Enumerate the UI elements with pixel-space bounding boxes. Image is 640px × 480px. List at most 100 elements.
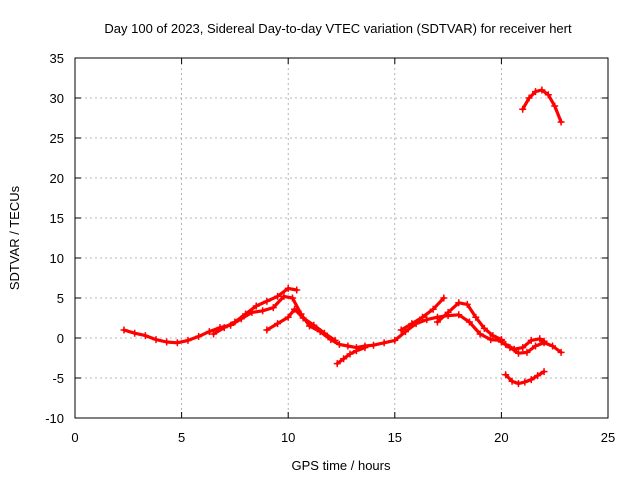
data-point — [173, 339, 181, 347]
data-point — [480, 324, 488, 332]
data-point — [419, 313, 427, 321]
data-point — [299, 314, 307, 322]
main-band-e-points — [397, 294, 448, 334]
data-point — [523, 348, 531, 356]
main-band-f-trace — [435, 301, 503, 342]
main-band-a-trace — [122, 294, 503, 350]
data-point — [231, 318, 239, 326]
data-point — [444, 308, 452, 316]
y-tick-label: -5 — [52, 371, 64, 386]
data-point — [210, 330, 218, 338]
data-series — [120, 86, 565, 388]
main-band-c-points — [263, 305, 339, 344]
data-point — [423, 316, 431, 324]
x-tick-label: 15 — [388, 430, 402, 445]
main-band-a-points — [120, 292, 505, 352]
data-point — [205, 328, 213, 336]
y-tick-label: 0 — [57, 331, 64, 346]
data-point — [538, 86, 546, 94]
data-point — [284, 313, 292, 321]
x-ticks: 0 5 10 15 20 25 — [71, 58, 615, 445]
data-point — [519, 105, 527, 113]
data-point — [195, 332, 203, 340]
y-tick-label: 20 — [50, 171, 64, 186]
data-point — [476, 330, 484, 338]
data-point — [274, 292, 282, 300]
data-point — [540, 337, 548, 345]
data-point — [259, 307, 267, 315]
data-point — [274, 320, 282, 328]
data-point — [291, 305, 299, 313]
main-band-b-points — [210, 284, 301, 338]
main-band-d-trace — [335, 346, 367, 366]
data-point — [472, 313, 480, 321]
data-point — [463, 300, 471, 308]
data-point — [152, 336, 160, 344]
data-point — [288, 294, 296, 302]
chart-title: Day 100 of 2023, Sidereal Day-to-day VTE… — [104, 21, 572, 36]
data-point — [514, 380, 522, 388]
data-point — [534, 372, 542, 380]
data-point — [525, 94, 533, 102]
tail-band-b-points — [502, 335, 548, 353]
data-point — [184, 336, 192, 344]
data-point — [557, 118, 565, 126]
x-tick-label: 0 — [71, 430, 78, 445]
data-point — [502, 371, 510, 379]
data-point — [220, 324, 228, 332]
data-point — [519, 344, 527, 352]
data-point — [120, 326, 128, 334]
data-point — [532, 88, 540, 96]
data-point — [527, 376, 535, 384]
y-tick-label: 35 — [50, 51, 64, 66]
data-point — [346, 350, 354, 358]
data-point — [263, 326, 271, 334]
data-point — [141, 332, 149, 340]
data-point — [408, 320, 416, 328]
y-tick-label: -10 — [45, 411, 64, 426]
plot-frame — [74, 57, 609, 419]
y-tick-label: 5 — [57, 291, 64, 306]
y-axis-label: SDTVAR / TECUs — [7, 185, 22, 290]
data-point — [335, 340, 343, 348]
data-point — [544, 91, 552, 99]
main-band-f-points — [433, 299, 505, 344]
data-point — [487, 336, 495, 344]
data-point — [551, 102, 559, 110]
data-point — [333, 360, 341, 368]
data-point — [331, 336, 339, 344]
data-point — [361, 344, 369, 352]
data-point — [369, 341, 377, 349]
x-tick-label: 10 — [281, 430, 295, 445]
data-point — [440, 294, 448, 302]
y-tick-label: 15 — [50, 211, 64, 226]
data-point — [269, 304, 277, 312]
data-point — [514, 349, 522, 357]
data-point — [263, 297, 271, 305]
data-point — [433, 318, 441, 326]
data-point — [549, 342, 557, 350]
data-point — [293, 286, 301, 294]
main-band-d-points — [333, 344, 369, 368]
data-point — [284, 284, 292, 292]
data-point — [536, 335, 544, 343]
data-point — [521, 378, 529, 386]
data-point — [352, 347, 360, 355]
data-point — [131, 329, 139, 337]
data-point — [508, 377, 516, 385]
grid-lines — [75, 58, 608, 418]
data-point — [310, 321, 318, 329]
x-tick-label: 5 — [178, 430, 185, 445]
data-point — [497, 338, 505, 346]
data-point — [280, 292, 288, 300]
data-point — [465, 318, 473, 326]
data-point — [163, 338, 171, 346]
data-point — [489, 332, 497, 340]
data-point — [557, 348, 565, 356]
data-point — [242, 310, 250, 318]
data-point — [252, 302, 260, 310]
x-tick-label: 25 — [601, 430, 615, 445]
data-point — [532, 342, 540, 350]
data-point — [320, 329, 328, 337]
